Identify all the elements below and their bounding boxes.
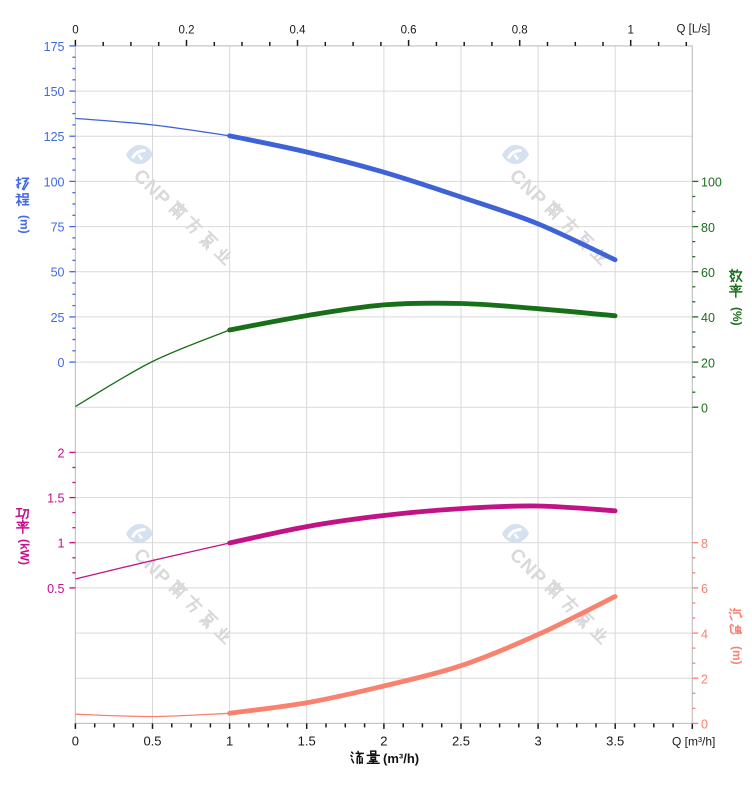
svg-text:0: 0 xyxy=(701,402,708,416)
svg-text:60: 60 xyxy=(701,266,715,280)
svg-text:1: 1 xyxy=(627,25,633,37)
svg-text:40: 40 xyxy=(701,311,715,325)
svg-text:20: 20 xyxy=(701,356,715,370)
svg-text:175: 175 xyxy=(44,40,65,54)
svg-text:Q [L/s]: Q [L/s] xyxy=(677,24,711,36)
svg-text:0: 0 xyxy=(72,734,79,749)
svg-text:2: 2 xyxy=(380,734,387,749)
svg-text:150: 150 xyxy=(44,85,65,99)
svg-text:(m): (m) xyxy=(18,215,32,234)
svg-text:0.5: 0.5 xyxy=(143,734,161,749)
svg-text:0: 0 xyxy=(58,356,65,370)
svg-text:1.5: 1.5 xyxy=(47,492,64,506)
svg-text:(m³/h): (m³/h) xyxy=(383,751,419,766)
svg-text:4: 4 xyxy=(701,627,708,641)
svg-text:2: 2 xyxy=(701,673,708,687)
svg-text:0: 0 xyxy=(72,25,78,37)
svg-text:100: 100 xyxy=(44,175,65,189)
svg-text:80: 80 xyxy=(701,221,715,235)
svg-text:2: 2 xyxy=(58,446,65,460)
svg-text:50: 50 xyxy=(51,266,65,280)
svg-text:3: 3 xyxy=(534,734,541,749)
svg-text:6: 6 xyxy=(701,582,708,596)
svg-text:0.8: 0.8 xyxy=(512,25,528,37)
svg-text:3.5: 3.5 xyxy=(606,734,624,749)
svg-text:1.5: 1.5 xyxy=(298,734,316,749)
svg-text:0.5: 0.5 xyxy=(47,582,64,596)
svg-text:1: 1 xyxy=(58,537,65,551)
svg-text:100: 100 xyxy=(701,176,722,190)
svg-text:0: 0 xyxy=(701,718,708,732)
svg-text:0.2: 0.2 xyxy=(179,25,195,37)
svg-text:2.5: 2.5 xyxy=(452,734,470,749)
svg-text:8: 8 xyxy=(701,537,708,551)
svg-text:(m): (m) xyxy=(730,646,744,665)
svg-text:0.6: 0.6 xyxy=(401,25,417,37)
svg-text:125: 125 xyxy=(44,130,65,144)
svg-text:(kW): (kW) xyxy=(18,539,32,565)
svg-text:75: 75 xyxy=(51,221,65,235)
svg-text:25: 25 xyxy=(51,311,65,325)
svg-text:Q [m³/h]: Q [m³/h] xyxy=(672,735,715,749)
svg-text:1: 1 xyxy=(226,734,233,749)
svg-text:(%): (%) xyxy=(730,307,744,326)
svg-text:0.4: 0.4 xyxy=(290,25,307,37)
